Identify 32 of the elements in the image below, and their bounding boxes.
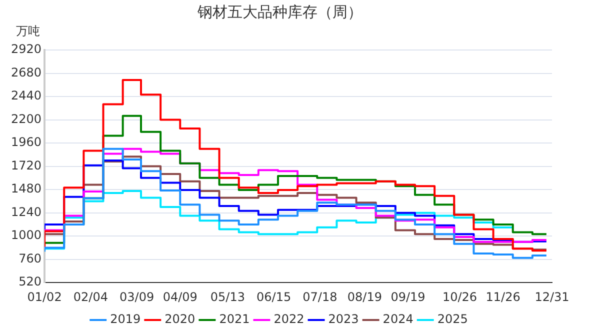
y-tick-label: 1720 [10,158,42,172]
legend-label: 2023 [328,312,359,326]
y-tick-label: 520 [18,274,42,289]
x-tick-label: 01/02 [27,290,62,304]
y-tick-label: 1960 [10,135,42,150]
x-tick-label: 10/26 [442,290,478,304]
y-tick-label: 2440 [10,88,42,103]
legend-label: 2020 [164,312,196,326]
legend-label: 2019 [110,312,141,326]
x-tick-label: 05/13 [210,290,245,304]
y-tick-label: 1480 [10,182,42,196]
chart-title: 钢材五大品种库存（周） [196,2,362,21]
y-tick-label: 1000 [10,228,42,242]
legend-label: 2025 [437,312,468,326]
y-tick-label: 760 [18,251,42,266]
x-tick-label: 08/19 [347,290,382,304]
y-axis-title: 万吨 [16,24,40,38]
y-tick-label: 2200 [10,112,42,126]
x-tick-label: 04/09 [162,290,198,304]
x-tick-label: 09/19 [390,290,426,304]
x-tick-label: 02/04 [73,290,108,304]
x-tick-label: 07/18 [302,290,338,304]
x-tick-label: 11/26 [486,290,520,304]
x-tick-label: 03/09 [120,290,154,304]
y-tick-label: 2920 [10,42,42,56]
y-tick-label: 2680 [10,65,42,80]
y-tick-label: 1240 [10,204,42,219]
x-tick-label: 06/15 [256,290,292,304]
x-tick-label: 12/31 [534,290,570,304]
legend-label: 2024 [382,312,414,326]
legend-label: 2021 [219,312,250,326]
legend-label: 2022 [274,312,304,326]
